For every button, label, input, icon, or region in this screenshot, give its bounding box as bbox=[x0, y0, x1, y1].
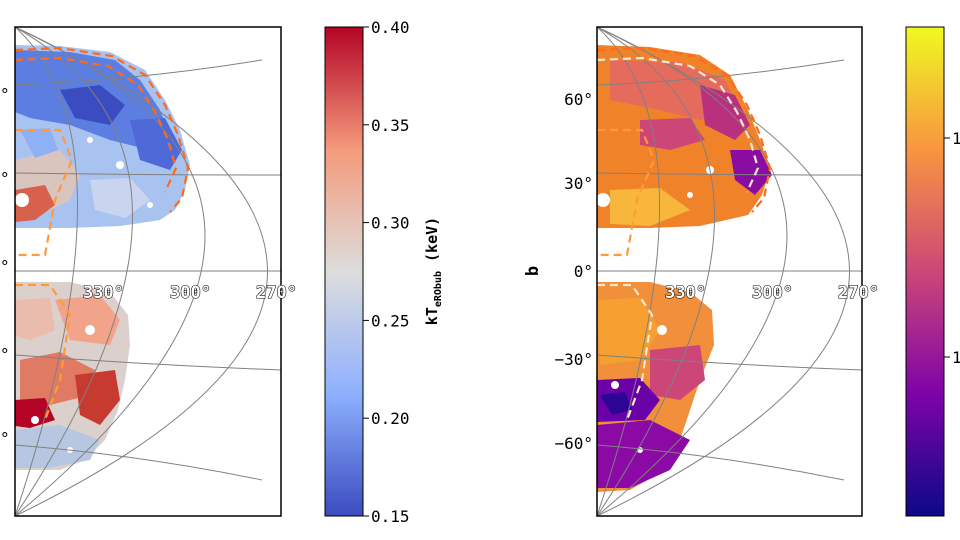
right-lon-label-300: 300° bbox=[752, 283, 793, 303]
left-colorbar-tick-label: 0.20 bbox=[371, 409, 410, 428]
left-bubble-contours bbox=[15, 46, 190, 421]
right-map-panel: 330° 300° 270° 60° 30° 0° −30° −60° b bbox=[523, 26, 880, 517]
left-colorbar: 0.15 0.20 0.25 0.30 0.35 0.40 kTeRObub (keV) bbox=[324, 18, 444, 526]
left-lat-label-m60: ° bbox=[0, 429, 10, 448]
right-plot-frame bbox=[596, 26, 863, 517]
left-colorbar-label: kTeRObub (keV) bbox=[423, 217, 444, 325]
right-lat-label-60: 60° bbox=[564, 90, 593, 109]
left-colorbar-tick-label: 0.25 bbox=[371, 311, 410, 330]
right-y-axis-label: b bbox=[523, 266, 543, 276]
left-lon-label-300: 300° bbox=[170, 283, 211, 303]
left-lat-label-60: ° bbox=[0, 85, 10, 104]
left-colorbar-tick-label: 0.35 bbox=[371, 116, 410, 135]
right-lat-label-0: 0° bbox=[574, 262, 593, 281]
right-bubble-contours bbox=[597, 46, 772, 421]
right-colorbar-tick-label-lower: 1 bbox=[952, 348, 960, 367]
left-map-panel: 330° 300° 270° ° ° ° ° ° bbox=[0, 26, 298, 517]
left-colorbar-ticks: 0.15 0.20 0.25 0.30 0.35 0.40 bbox=[363, 18, 410, 526]
left-lat-label-30: ° bbox=[0, 169, 10, 188]
left-colorbar-tick-label: 0.15 bbox=[371, 507, 410, 526]
right-colorbar-tick-label-upper: 1 bbox=[952, 129, 960, 148]
left-lon-label-330: 330° bbox=[83, 283, 124, 303]
right-colorbar-gradient bbox=[905, 26, 945, 517]
right-colorbar: 1 1 bbox=[905, 26, 960, 517]
left-colorbar-gradient bbox=[324, 26, 364, 517]
left-north-data-region bbox=[15, 45, 190, 228]
right-lon-label-330: 330° bbox=[665, 283, 706, 303]
right-lat-label-30: 30° bbox=[564, 174, 593, 193]
right-north-data-region bbox=[597, 45, 772, 228]
left-lon-label-270: 270° bbox=[256, 283, 297, 303]
left-plot-frame bbox=[14, 26, 282, 517]
left-graticule bbox=[15, 27, 281, 516]
left-colorbar-tick-label: 0.40 bbox=[371, 18, 410, 37]
right-south-data-region bbox=[597, 282, 714, 492]
left-colorbar-tick-label: 0.30 bbox=[371, 214, 410, 233]
left-south-data-region bbox=[15, 282, 130, 470]
left-lat-label-m30: ° bbox=[0, 345, 10, 364]
left-lat-label-0: ° bbox=[0, 257, 10, 276]
right-graticule bbox=[597, 27, 862, 516]
right-lon-label-270: 270° bbox=[838, 283, 879, 303]
right-lat-label-m30: −30° bbox=[554, 350, 593, 369]
right-lat-label-m60: −60° bbox=[554, 434, 593, 453]
